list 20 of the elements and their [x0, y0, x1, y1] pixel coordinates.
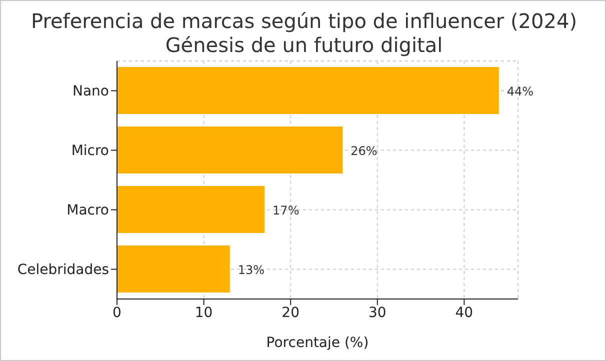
- data-label: 17%: [272, 204, 300, 218]
- x-tick-label: 0: [112, 304, 122, 321]
- x-tick-label: 10: [194, 304, 213, 321]
- chart-subtitle: Génesis de un futuro digital: [164, 33, 444, 57]
- y-tick-label: Macro: [66, 202, 109, 219]
- data-label: 13%: [238, 263, 265, 277]
- data-label: 44%: [506, 84, 534, 98]
- chart-title: Preferencia de marcas según tipo de influencer (2024): [30, 9, 578, 33]
- bar: [117, 67, 499, 114]
- y-tick-label: Micro: [71, 143, 109, 160]
- x-tick-label: 40: [455, 304, 474, 321]
- x-tick-label: 30: [368, 304, 386, 321]
- bar: [117, 186, 265, 233]
- data-label: 26%: [350, 144, 378, 158]
- y-tick-label: Nano: [72, 84, 109, 100]
- x-tick-label: 20: [282, 304, 300, 321]
- y-tick-label: Celebridades: [17, 262, 109, 278]
- x-axis-title: Porcentaje (%): [266, 335, 369, 351]
- bar: [117, 246, 230, 292]
- bar: [117, 126, 343, 174]
